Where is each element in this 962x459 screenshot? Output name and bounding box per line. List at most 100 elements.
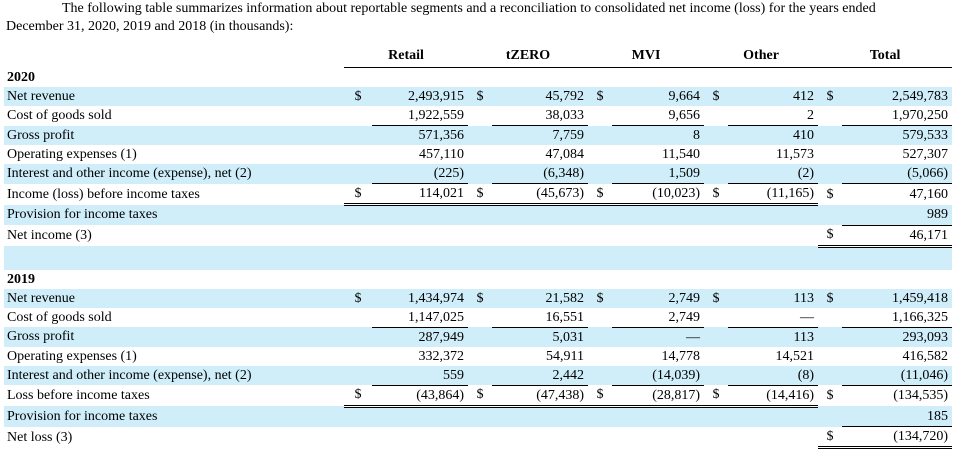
currency-cell [818,164,843,184]
value-other: 412 [728,87,819,106]
currency-cell [344,427,372,448]
value-retail: 1,147,025 [372,307,469,328]
currency-cell [704,327,729,347]
currency-cell [704,365,729,385]
table-row: Net income (3) $46,171 [4,225,953,248]
table-row: Net revenue $1,434,974 $21,582 $2,749 $113 $1… [4,288,953,308]
currency-cell [818,145,842,164]
table-row: Cost of goods sold 1,147,025 16,551 2,749 — 1… [4,307,953,328]
currency-cell [588,225,612,246]
value-retail: 332,372 [418,348,465,364]
year-row: 2020 [4,68,952,88]
currency-symbol: $ [818,426,843,449]
value-tzero: 45,792 [492,87,589,106]
value-other: (11,165) [728,183,819,206]
value-total: (134,535) [893,388,949,404]
value-mvi [612,427,704,448]
currency-cell [588,427,612,448]
value-tzero: 16,551 [492,307,589,328]
value-total: (11,046) [842,365,953,386]
currency-cell [704,427,728,448]
currency-cell [818,125,843,145]
row-label: Cost of goods sold [7,108,112,124]
value-total: 293,093 [842,327,953,347]
value-other [728,406,819,427]
table-row: Provision for income taxes 185 [4,406,953,427]
currency-cell [704,106,728,126]
table-row: Operating expenses (1) 332,372 54,911 14,77… [4,347,952,366]
year-label: 2019 [7,271,35,287]
value-tzero [492,406,589,427]
currency-cell [344,347,372,366]
row-label: Gross profit [4,125,344,145]
row-label: Net income (3) [7,228,92,243]
currency-symbol: $ [588,87,613,106]
row-label: Gross profit [4,327,344,347]
currency-cell [704,125,729,145]
value-other: 410 [728,125,819,145]
currency-cell [468,164,493,184]
value-mvi: 8 [612,125,705,145]
value-retail: 457,110 [419,147,465,162]
value-tzero: 2,442 [492,365,589,386]
value-mvi [612,225,704,246]
currency-cell [818,308,842,328]
value-other: (2) [728,164,819,184]
value-tzero [492,204,589,225]
value-total: 185 [842,406,953,427]
currency-cell [704,308,728,328]
currency-symbol: $ [344,288,372,308]
value-retail: 114,021 [372,183,469,206]
currency-cell [818,327,843,347]
value-retail: 559 [372,365,469,386]
row-label: Income (loss) before income taxes [7,186,200,202]
value-mvi: 11,540 [662,147,701,162]
currency-symbol: $ [818,87,843,106]
value-retail: (43,864) [372,385,469,408]
value-retail [372,204,469,225]
currency-cell [468,365,493,385]
value-retail [372,406,469,427]
segment-table: Retail tZERO MVI Other Total 2020 Net rev… [4,43,953,449]
value-mvi: (10,023) [612,183,705,206]
currency-cell [704,145,728,164]
row-label: Operating expenses (1) [7,348,137,364]
value-retail: (225) [372,164,469,184]
value-total: 1,459,418 [842,288,953,308]
currency-cell [468,347,492,366]
currency-cell [468,427,492,448]
row-label: Provision for income taxes [4,204,344,225]
header-row: Retail tZERO MVI Other Total [4,43,953,68]
currency-symbol: $ [588,385,613,408]
table-row: Operating expenses (1) 457,110 47,084 11,54… [4,145,952,164]
value-tzero [492,427,588,448]
value-other: 2 [728,106,819,126]
currency-cell [344,327,372,347]
currency-cell [588,125,613,145]
currency-cell [468,106,492,126]
currency-cell [588,406,613,427]
currency-symbol: $ [468,385,493,408]
currency-symbol: $ [468,183,493,206]
value-total: 1,166,325 [842,307,953,328]
column-header-mvi: MVI [588,43,705,68]
currency-symbol: $ [588,288,613,308]
value-tzero: 38,033 [492,106,589,126]
value-total: 416,582 [902,348,949,364]
column-header-total: Total [818,43,953,68]
currency-cell [344,406,372,427]
value-retail [372,427,468,448]
currency-symbol: $ [818,288,843,308]
currency-cell [468,406,493,427]
value-total: 47,160 [909,186,949,202]
value-other: 113 [728,288,819,308]
currency-cell [468,308,492,328]
currency-symbol: $ [704,87,729,106]
value-total: 989 [842,204,953,226]
row-label: Loss before income taxes [7,388,150,403]
value-tzero: 7,759 [492,125,589,145]
value-tzero: (6,348) [492,164,589,184]
currency-cell [588,308,612,328]
column-header-other: Other [704,43,819,68]
currency-cell [588,106,612,126]
